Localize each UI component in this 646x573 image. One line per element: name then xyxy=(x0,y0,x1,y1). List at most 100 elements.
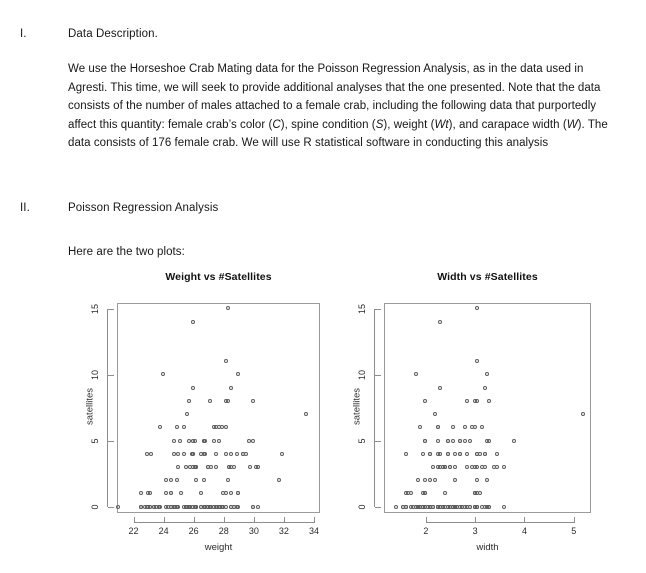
data-point xyxy=(485,372,489,377)
x-tick xyxy=(313,517,315,523)
data-point xyxy=(228,491,233,496)
data-point xyxy=(416,504,420,509)
x-tick-label: 24 xyxy=(158,526,169,536)
y-tick xyxy=(108,507,114,509)
chart-title: Weight vs #Satellites xyxy=(165,271,272,283)
x-tick-label: 3 xyxy=(472,526,478,536)
data-point xyxy=(186,504,191,509)
y-axis-line xyxy=(374,308,375,508)
data-point xyxy=(480,464,485,469)
data-point xyxy=(177,438,182,443)
data-point xyxy=(186,438,191,443)
data-point xyxy=(462,504,467,509)
data-point xyxy=(213,464,218,469)
data-point xyxy=(164,478,169,483)
data-point xyxy=(445,451,450,456)
data-point xyxy=(470,425,475,430)
data-point xyxy=(147,491,152,496)
data-point xyxy=(425,504,430,509)
data-point xyxy=(183,464,188,469)
data-point xyxy=(225,478,230,483)
x-tick-label: 34 xyxy=(308,526,319,536)
data-point xyxy=(443,491,448,496)
data-point xyxy=(502,504,507,509)
data-point xyxy=(198,491,203,496)
data-point xyxy=(201,478,206,483)
data-point xyxy=(475,504,480,509)
data-point xyxy=(487,398,492,403)
section-paragraph-2: Here are the two plots: xyxy=(68,246,185,258)
data-point xyxy=(435,464,440,469)
x-axis-label: width xyxy=(476,542,499,553)
data-point xyxy=(227,464,232,469)
x-tick xyxy=(524,517,526,523)
data-point xyxy=(472,425,477,430)
data-point xyxy=(440,464,445,469)
data-point xyxy=(475,359,480,364)
data-point xyxy=(477,491,482,496)
data-point xyxy=(116,504,120,509)
data-point xyxy=(420,491,425,496)
data-point xyxy=(174,478,179,483)
data-point xyxy=(158,425,163,430)
data-point xyxy=(194,478,199,483)
data-point xyxy=(403,504,408,509)
data-point xyxy=(138,504,143,509)
data-point xyxy=(448,464,453,469)
data-point xyxy=(413,504,418,509)
y-tick xyxy=(375,507,381,509)
data-point xyxy=(462,438,467,443)
y-tick-label: 0 xyxy=(357,504,367,510)
data-point xyxy=(251,438,256,443)
data-point xyxy=(480,425,485,430)
data-point xyxy=(224,398,229,403)
y-axis-line xyxy=(107,308,108,508)
data-point xyxy=(480,504,485,509)
data-point xyxy=(236,504,241,509)
data-point xyxy=(213,451,218,456)
data-point xyxy=(477,451,482,456)
data-point xyxy=(147,504,152,509)
data-point xyxy=(450,438,455,443)
data-point xyxy=(206,504,211,509)
data-point xyxy=(276,478,281,483)
data-point xyxy=(186,398,191,403)
data-point xyxy=(149,451,154,456)
y-tick xyxy=(375,308,381,310)
data-point xyxy=(450,425,455,430)
data-point xyxy=(492,464,497,469)
data-point xyxy=(457,451,462,456)
x-tick xyxy=(223,517,225,523)
x-axis-line xyxy=(425,522,574,523)
data-point xyxy=(138,491,143,496)
data-point xyxy=(472,504,477,509)
data-point xyxy=(144,451,149,456)
data-point xyxy=(255,504,260,509)
data-point xyxy=(485,438,489,443)
x-tick-label: 30 xyxy=(248,526,259,536)
data-point xyxy=(423,491,428,496)
data-point xyxy=(472,491,477,496)
data-point xyxy=(224,425,229,430)
x-axis-label: weight xyxy=(204,542,233,553)
data-point xyxy=(168,491,173,496)
data-point xyxy=(472,464,477,469)
data-point xyxy=(248,464,253,469)
data-point xyxy=(406,491,411,496)
data-point xyxy=(457,504,462,509)
data-point xyxy=(502,464,507,469)
data-point xyxy=(487,438,492,443)
x-tick-label: 5 xyxy=(571,526,577,536)
data-point xyxy=(440,504,445,509)
data-point xyxy=(465,464,470,469)
data-point xyxy=(494,464,499,469)
data-point xyxy=(428,504,433,509)
x-tick-label: 32 xyxy=(278,526,289,536)
data-point xyxy=(485,504,489,509)
data-point xyxy=(465,451,470,456)
data-point xyxy=(452,464,457,469)
data-point xyxy=(420,504,425,509)
data-point xyxy=(443,504,448,509)
data-point xyxy=(435,504,440,509)
section-paragraph-1: We use the Horseshoe Crab Mating data fo… xyxy=(68,63,608,149)
